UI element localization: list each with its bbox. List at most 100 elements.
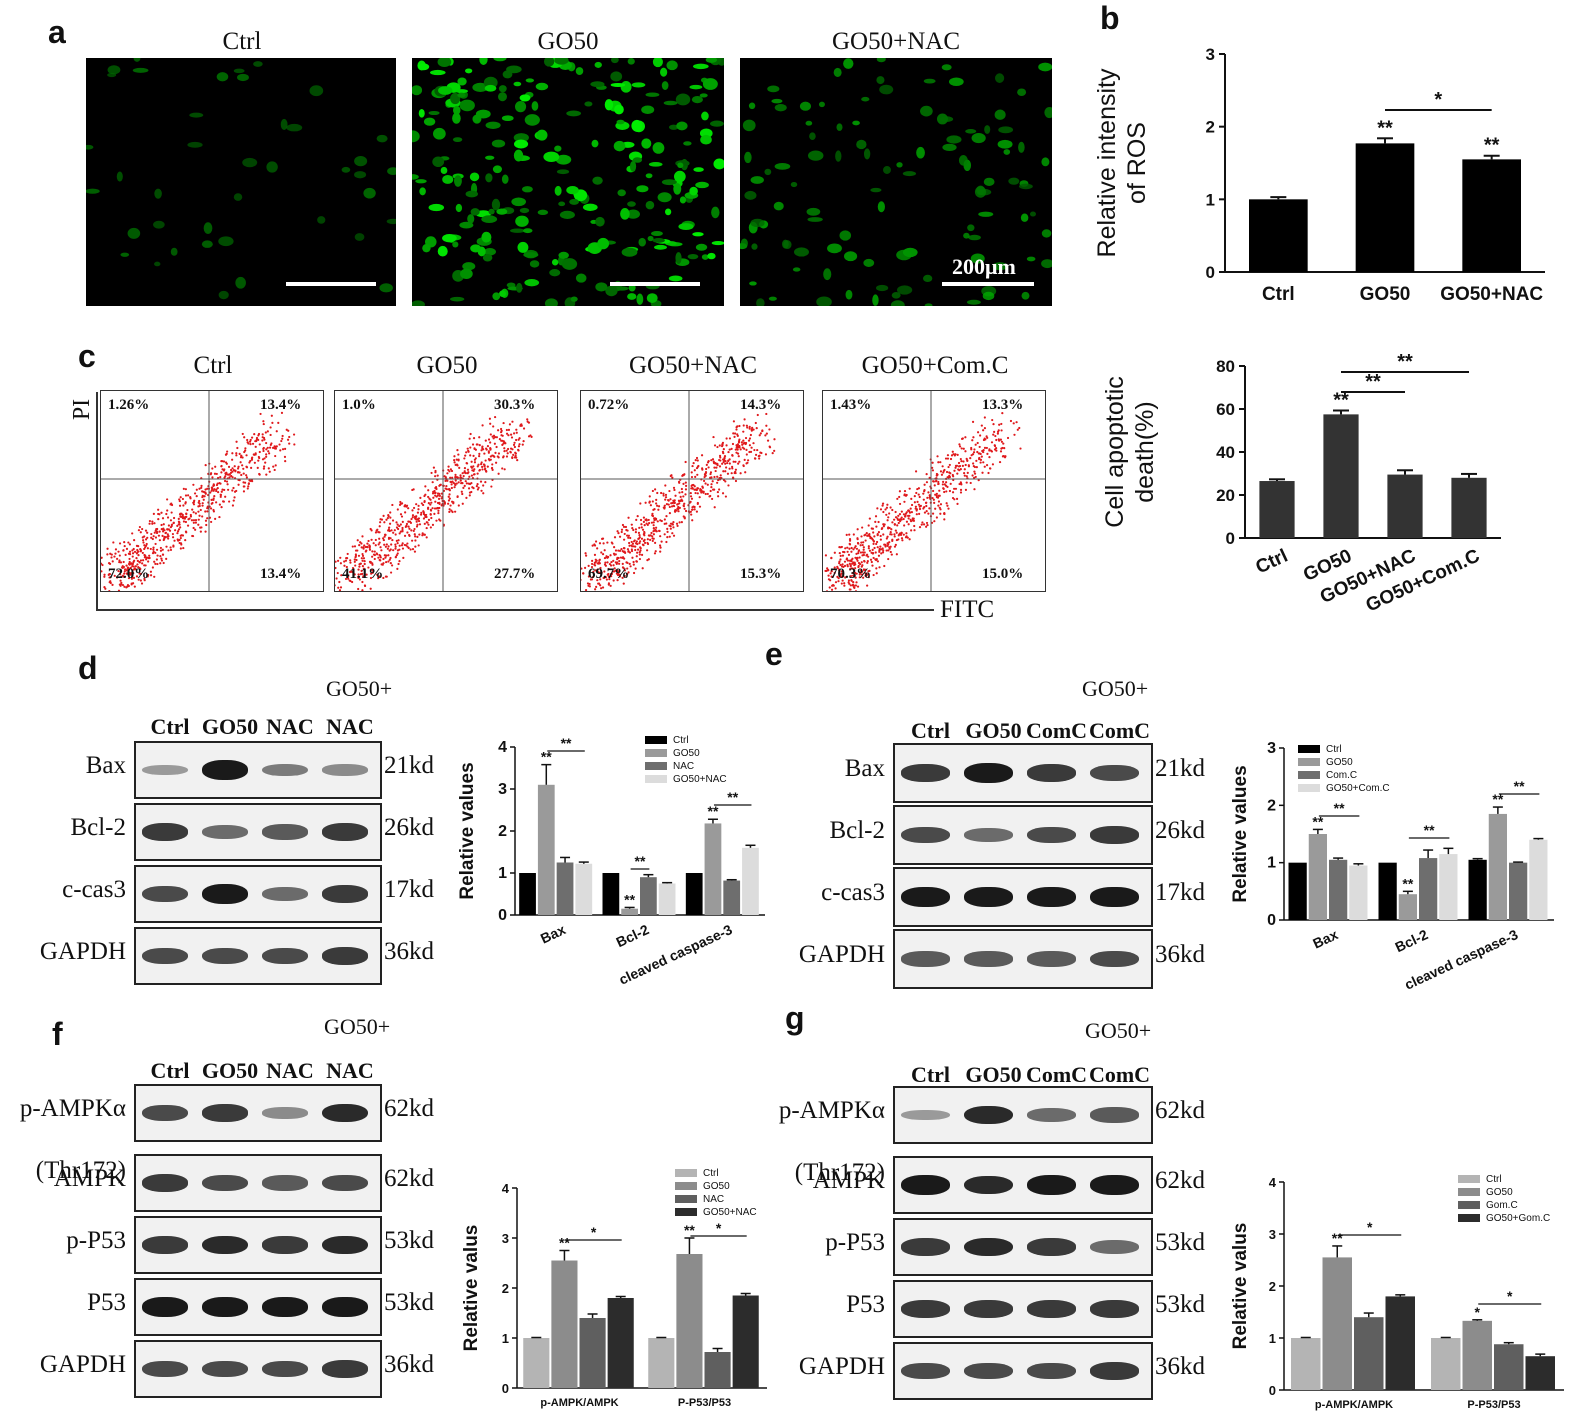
flow-event [466,472,469,475]
flow-event [866,584,869,587]
flow-event [391,538,394,542]
flow-event [900,516,903,519]
flow-event [944,484,948,487]
flow-event [597,582,601,585]
flow-event [642,516,646,519]
y-tick-label: 4 [1269,1175,1277,1190]
flow-event [683,507,686,510]
flow-event [965,481,968,484]
significance-star: ** [1332,1230,1343,1246]
flow-event [407,525,410,528]
cell-mark [154,261,161,267]
flow-title: GO50+Com.C [861,352,1009,379]
flow-event [389,571,393,574]
y-tick-label: 4 [498,739,507,756]
flow-event [862,576,865,579]
flow-event [443,475,446,478]
flow-event [918,512,921,515]
flow-event [253,461,256,464]
flow-event [716,481,719,484]
flow-event [942,469,945,473]
flow-event [840,572,843,575]
flow-event [269,433,272,437]
flow-event [123,568,127,571]
flow-event [869,558,873,561]
flow-event [915,513,918,516]
flow-event [993,444,996,447]
flow-event [368,546,371,549]
flow-event [857,552,860,555]
flow-event [841,563,844,566]
flow-event [178,499,181,503]
cell-mark [235,276,246,289]
blot-band [901,1362,950,1380]
cell-mark [442,174,454,184]
cell-mark [678,223,694,230]
flow-event [666,536,669,539]
flow-event [453,486,456,489]
flow-event [477,463,480,466]
flow-event [177,528,181,531]
flow-event [758,457,761,460]
flow-event [923,490,926,493]
flow-event [413,527,416,531]
flow-event [470,466,474,469]
flow-event [448,489,451,492]
flow-event [255,439,258,443]
flow-event [711,458,715,461]
flow-event [184,502,187,505]
flow-event [898,495,901,499]
flow-event [436,474,439,477]
blot-strip [134,1154,382,1212]
flow-event [501,443,504,446]
flow-event [438,518,441,521]
flow-event [708,495,711,498]
blot-band [202,1235,248,1255]
flow-event [905,493,908,497]
flow-event [138,525,142,529]
flow-event [599,584,602,587]
flow-event [833,551,836,554]
flow-event [265,453,268,456]
flow-event [947,465,950,469]
flow-event [274,454,277,458]
significance-star: ** [708,803,719,819]
flow-event [727,450,730,454]
cell-mark [631,82,646,88]
flow-event [125,586,128,589]
flow-event [268,470,271,473]
flow-event [407,507,410,510]
flow-event [997,438,1000,441]
flow-event [500,439,503,442]
cell-mark [428,203,445,212]
flow-event [934,507,937,510]
flow-event [204,491,207,494]
blot-row-label: (Thr172) [794,1159,885,1186]
flow-event [638,557,642,561]
cell-mark [679,196,687,204]
cell-mark [491,139,506,148]
flow-event [925,525,928,528]
flow-event [399,513,403,516]
flow-event [852,574,855,577]
flow-event [154,551,157,554]
y-tick-label: 0 [498,907,507,924]
flow-event [345,573,349,576]
flow-event [907,509,910,512]
flow-event [161,553,165,556]
flow-event [377,556,380,559]
flow-event [391,519,395,522]
flow-event [358,565,361,568]
bar [1419,858,1438,920]
flow-event [639,547,642,550]
flow-event [654,518,658,521]
flow-event [983,416,986,419]
flow-event [702,479,706,483]
quad-upper-right: 13.3% [982,397,1024,413]
legend-label: GO50+Gom.C [1486,1213,1550,1224]
cell-mark [521,186,533,193]
cell-mark [982,291,995,301]
flow-event [184,488,187,491]
flow-event [239,461,242,464]
flow-event [159,562,162,565]
